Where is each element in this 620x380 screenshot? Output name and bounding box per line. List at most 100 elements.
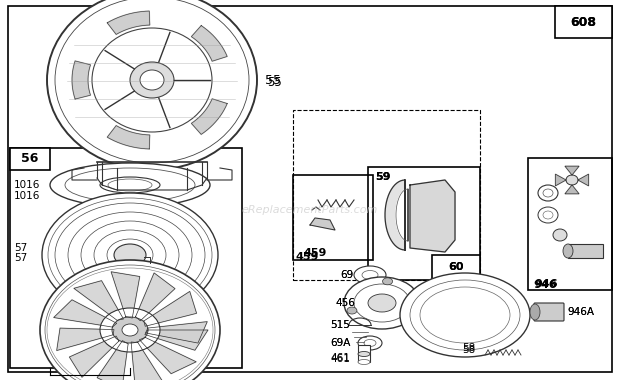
Text: 946: 946 (534, 279, 557, 289)
Text: 69: 69 (340, 270, 353, 280)
Text: 608: 608 (570, 16, 596, 28)
Ellipse shape (383, 278, 392, 285)
Text: 459: 459 (303, 248, 326, 258)
Ellipse shape (368, 294, 396, 312)
Polygon shape (410, 180, 455, 252)
Text: eReplacementParts.com: eReplacementParts.com (242, 205, 378, 215)
Text: 515: 515 (330, 320, 350, 330)
Text: 461: 461 (330, 353, 350, 363)
Polygon shape (136, 273, 175, 321)
Bar (10, 148, 242, 368)
Text: 608: 608 (570, 16, 596, 28)
Ellipse shape (122, 324, 138, 336)
Polygon shape (192, 25, 227, 61)
Polygon shape (107, 11, 150, 35)
Polygon shape (74, 281, 123, 320)
Bar (10, 148, 50, 170)
Ellipse shape (42, 193, 218, 317)
Ellipse shape (553, 229, 567, 241)
Ellipse shape (92, 28, 212, 132)
Polygon shape (56, 328, 114, 350)
Bar (293, 110, 480, 280)
Ellipse shape (358, 336, 382, 350)
Text: 57: 57 (14, 253, 27, 263)
Bar (568, 244, 603, 258)
Bar (293, 175, 373, 260)
Polygon shape (145, 330, 208, 350)
Ellipse shape (144, 170, 160, 180)
Polygon shape (192, 99, 227, 135)
Bar (528, 158, 612, 290)
Polygon shape (565, 185, 579, 194)
Text: 58: 58 (462, 343, 476, 353)
Polygon shape (111, 272, 140, 318)
Ellipse shape (362, 271, 378, 280)
Text: 946A: 946A (567, 307, 594, 317)
Ellipse shape (354, 284, 410, 322)
Ellipse shape (538, 185, 558, 201)
Polygon shape (146, 321, 207, 343)
Ellipse shape (358, 359, 370, 364)
Polygon shape (69, 336, 119, 377)
Text: 461: 461 (330, 354, 350, 364)
Text: 59: 59 (375, 172, 391, 182)
Ellipse shape (400, 273, 530, 357)
Text: 59: 59 (375, 172, 391, 182)
Ellipse shape (50, 163, 210, 207)
Polygon shape (565, 166, 579, 175)
Polygon shape (54, 300, 117, 327)
Text: 459: 459 (296, 252, 319, 262)
Text: 60: 60 (448, 262, 464, 272)
Bar (358, 345, 370, 362)
Text: 69A: 69A (330, 338, 350, 348)
Ellipse shape (358, 352, 370, 356)
Ellipse shape (65, 168, 195, 202)
Ellipse shape (543, 211, 553, 219)
Polygon shape (578, 174, 588, 186)
Text: 60: 60 (448, 262, 464, 272)
Polygon shape (72, 61, 91, 99)
Ellipse shape (344, 277, 420, 329)
Text: 515: 515 (330, 320, 350, 330)
Text: 55: 55 (265, 73, 281, 87)
Bar (555, 6, 612, 38)
Text: 57: 57 (14, 243, 27, 253)
Ellipse shape (530, 304, 540, 320)
Text: 58: 58 (462, 345, 476, 355)
Polygon shape (97, 340, 128, 380)
Ellipse shape (112, 317, 148, 343)
Polygon shape (140, 337, 196, 374)
Ellipse shape (354, 266, 386, 284)
Text: 946A: 946A (567, 307, 594, 317)
Polygon shape (396, 189, 408, 241)
Polygon shape (131, 342, 164, 380)
Polygon shape (556, 174, 566, 186)
Text: 69: 69 (340, 270, 353, 280)
Ellipse shape (543, 189, 553, 197)
Text: 69A: 69A (330, 338, 350, 348)
FancyBboxPatch shape (534, 303, 564, 321)
Ellipse shape (538, 207, 558, 223)
Text: 1016: 1016 (14, 180, 40, 190)
Ellipse shape (364, 339, 376, 347)
Ellipse shape (100, 308, 160, 352)
Ellipse shape (347, 307, 357, 314)
Ellipse shape (130, 62, 174, 98)
Ellipse shape (566, 175, 578, 185)
Ellipse shape (114, 244, 146, 266)
Text: 456: 456 (335, 298, 355, 308)
Text: 56: 56 (21, 152, 38, 166)
Ellipse shape (108, 179, 152, 191)
Polygon shape (144, 291, 197, 326)
Ellipse shape (140, 70, 164, 90)
Polygon shape (107, 125, 150, 149)
Polygon shape (385, 180, 405, 250)
Text: 946: 946 (533, 280, 557, 290)
Bar (432, 255, 480, 280)
Ellipse shape (563, 244, 573, 258)
Ellipse shape (402, 314, 412, 321)
Bar (368, 167, 480, 280)
Ellipse shape (40, 260, 220, 380)
Ellipse shape (47, 0, 257, 170)
Polygon shape (310, 218, 335, 230)
